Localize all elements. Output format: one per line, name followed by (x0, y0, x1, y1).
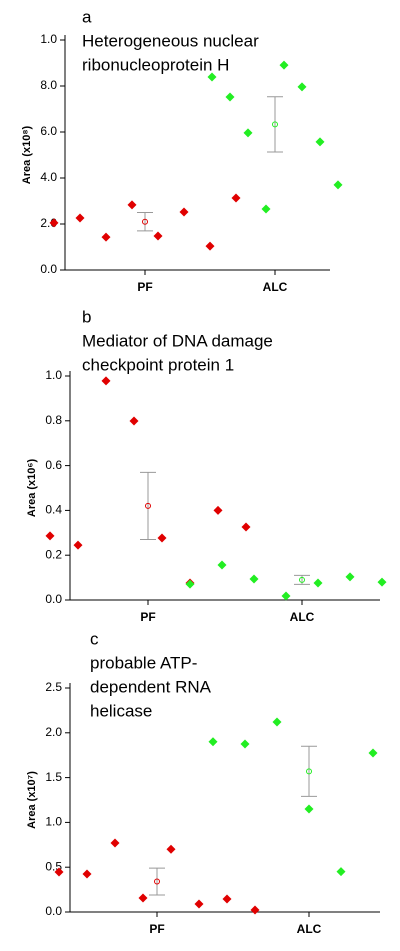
panel-label: b (82, 307, 91, 326)
data-point (313, 578, 323, 588)
data-point (127, 200, 137, 210)
data-point (185, 579, 195, 589)
y-tick-label: 2.5 (45, 680, 62, 694)
data-point (243, 128, 253, 138)
error-bar (149, 867, 165, 896)
mean-marker (154, 878, 160, 885)
chart-title: ribonucleoprotein H (82, 55, 229, 74)
panel-label: a (82, 7, 92, 26)
data-point (261, 204, 271, 214)
data-point (241, 522, 251, 532)
data-point (157, 533, 167, 543)
y-tick-label: 8.0 (40, 78, 57, 92)
data-point (368, 748, 378, 758)
data-point (101, 232, 111, 242)
x-tick-label: PF (137, 280, 152, 294)
error-bar (301, 745, 317, 797)
x-tick-label: ALC (290, 610, 315, 624)
mean-marker (299, 576, 305, 583)
data-point (213, 505, 223, 515)
data-point (54, 867, 64, 877)
data-point (279, 60, 289, 70)
data-point (222, 894, 232, 904)
y-tick-label: 0.0 (45, 904, 62, 918)
data-point (101, 376, 111, 386)
data-point (217, 560, 227, 570)
data-point (249, 574, 259, 584)
data-point (272, 717, 282, 727)
y-tick-label: 0.0 (45, 592, 62, 606)
panel-label: c (90, 629, 99, 648)
data-point (205, 241, 215, 251)
y-axis-label: Area (x10⁶) (26, 459, 38, 518)
data-point (49, 218, 59, 228)
data-point (207, 72, 217, 82)
y-tick-label: 1.0 (45, 368, 62, 382)
data-point (225, 92, 235, 102)
chart-title: Heterogeneous nuclear (82, 31, 259, 50)
x-tick-label: PF (149, 922, 164, 936)
data-point (75, 213, 85, 223)
data-point (129, 416, 139, 426)
y-tick-label: 0.2 (45, 547, 62, 561)
y-tick-label: 4.0 (40, 170, 57, 184)
chart-title: helicase (90, 701, 152, 720)
data-point (281, 591, 291, 601)
x-tick-label: ALC (297, 922, 322, 936)
error-bar (294, 574, 310, 585)
data-point (138, 893, 148, 903)
chart-title: probable ATP- (90, 653, 197, 672)
data-point (336, 867, 346, 877)
y-tick-label: 1.0 (40, 32, 57, 46)
y-tick-label: 0.0 (40, 262, 57, 276)
error-bar (267, 96, 283, 153)
data-point (166, 844, 176, 854)
data-point (377, 577, 387, 587)
mean-marker (145, 502, 151, 509)
data-point (250, 905, 260, 915)
data-point (73, 540, 83, 550)
data-point (153, 231, 163, 241)
mean-marker (272, 121, 278, 128)
y-tick-label: 0.4 (45, 503, 62, 517)
x-tick-label: PF (140, 610, 155, 624)
y-tick-label: 0.6 (45, 458, 62, 472)
data-point (297, 82, 307, 92)
y-axis-label: Area (x10⁸) (21, 125, 33, 184)
y-tick-label: 6.0 (40, 124, 57, 138)
y-tick-label: 2.0 (45, 725, 62, 739)
mean-marker (306, 768, 312, 775)
error-bar (137, 212, 153, 232)
data-point (194, 899, 204, 909)
chart-title: dependent RNA (90, 677, 212, 696)
data-point (208, 737, 218, 747)
chart-title: checkpoint protein 1 (82, 355, 234, 374)
chart-title: Mediator of DNA damage (82, 331, 273, 350)
y-tick-label: 1.5 (45, 770, 62, 784)
data-point (231, 193, 241, 203)
y-tick-label: 0.8 (45, 413, 62, 427)
y-axis-label: Area (x10⁷) (26, 771, 38, 829)
error-bar (140, 471, 156, 541)
data-point (240, 739, 250, 749)
data-point (333, 180, 343, 190)
y-tick-label: 1.0 (45, 815, 62, 829)
data-point (110, 838, 120, 848)
mean-marker (142, 218, 148, 225)
data-point (82, 869, 92, 879)
data-point (315, 137, 325, 147)
data-point (179, 207, 189, 217)
data-point (45, 531, 55, 541)
data-point (304, 804, 314, 814)
x-tick-label: ALC (263, 280, 288, 294)
data-point (345, 572, 355, 582)
